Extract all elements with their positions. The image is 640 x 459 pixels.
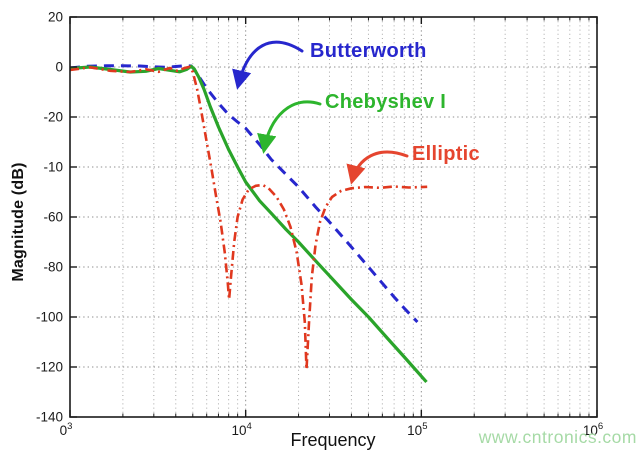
curve-chebyshev-i bbox=[69, 64, 428, 384]
curve-elliptic bbox=[69, 65, 428, 371]
y-tick-label: 20 bbox=[48, 10, 63, 25]
y-tick-label: -20 bbox=[43, 110, 63, 125]
y-tick-label: -140 bbox=[36, 410, 63, 425]
y-tick-label: 0 bbox=[55, 60, 63, 75]
annotation-arrow bbox=[257, 100, 322, 154]
x-axis-title: Frequency bbox=[290, 430, 376, 450]
y-axis-title: Magnitude (dB) bbox=[10, 162, 27, 282]
annotation-chebyshev-label: Chebyshev I bbox=[325, 91, 447, 113]
y-tick-label: -60 bbox=[43, 210, 63, 225]
annotation-arrow bbox=[346, 150, 409, 185]
annotation-elliptic-label: Elliptic bbox=[412, 143, 480, 165]
annotation-arrow bbox=[232, 40, 304, 90]
y-tick-label: -120 bbox=[36, 360, 63, 375]
x-tick-label: 105 bbox=[407, 421, 427, 438]
x-tick-label: 104 bbox=[232, 421, 252, 438]
axis-box bbox=[69, 16, 598, 418]
y-tick-label: -100 bbox=[36, 310, 63, 325]
x-tick-label: 106 bbox=[583, 421, 603, 438]
y-tick-label: -80 bbox=[43, 260, 63, 275]
y-tick-label: -10 bbox=[43, 160, 63, 175]
watermark-text: www.cntronics.com bbox=[478, 427, 637, 447]
annotation-butterworth-label: Butterworth bbox=[310, 40, 427, 62]
x-tick-label: 03 bbox=[60, 421, 73, 438]
